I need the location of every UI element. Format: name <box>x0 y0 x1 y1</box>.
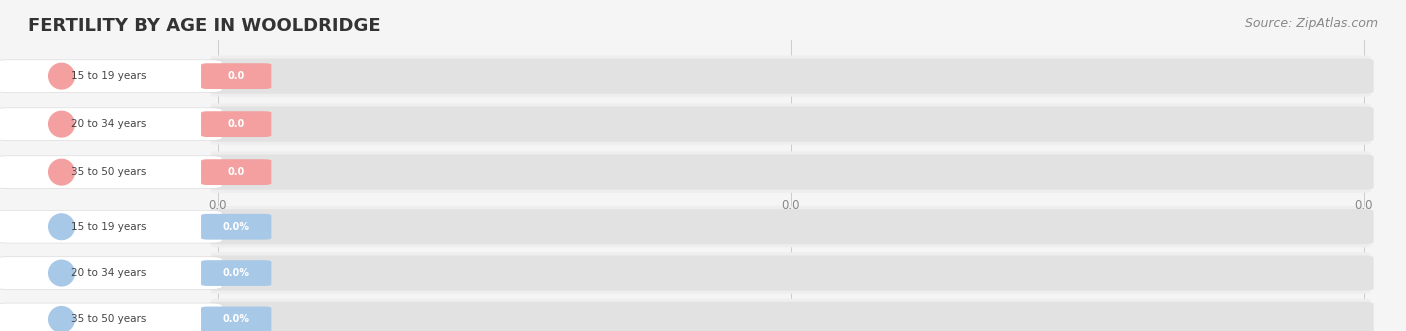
Ellipse shape <box>49 307 75 331</box>
Ellipse shape <box>49 63 75 89</box>
FancyBboxPatch shape <box>208 256 1374 291</box>
FancyBboxPatch shape <box>211 152 1371 193</box>
Text: 15 to 19 years: 15 to 19 years <box>72 222 146 232</box>
Ellipse shape <box>49 214 75 240</box>
FancyBboxPatch shape <box>208 302 1374 331</box>
Text: 0.0: 0.0 <box>208 199 228 212</box>
Ellipse shape <box>49 260 75 286</box>
Text: 15 to 19 years: 15 to 19 years <box>72 71 146 81</box>
Text: 0.0: 0.0 <box>782 199 800 212</box>
FancyBboxPatch shape <box>208 59 1374 94</box>
FancyBboxPatch shape <box>211 299 1371 331</box>
Ellipse shape <box>49 159 75 185</box>
Text: 20 to 34 years: 20 to 34 years <box>72 268 146 278</box>
Text: 0.0%: 0.0% <box>222 268 250 278</box>
FancyBboxPatch shape <box>201 159 271 185</box>
Text: 20 to 34 years: 20 to 34 years <box>72 119 146 129</box>
FancyBboxPatch shape <box>201 214 271 240</box>
FancyBboxPatch shape <box>0 156 222 188</box>
FancyBboxPatch shape <box>0 303 222 331</box>
FancyBboxPatch shape <box>0 60 222 92</box>
Text: 0.0%: 0.0% <box>222 314 250 324</box>
Text: 35 to 50 years: 35 to 50 years <box>72 167 146 177</box>
FancyBboxPatch shape <box>208 107 1374 142</box>
Text: FERTILITY BY AGE IN WOOLDRIDGE: FERTILITY BY AGE IN WOOLDRIDGE <box>28 17 381 34</box>
FancyBboxPatch shape <box>211 103 1371 145</box>
Text: 0.0: 0.0 <box>228 167 245 177</box>
FancyBboxPatch shape <box>201 63 271 89</box>
Text: Source: ZipAtlas.com: Source: ZipAtlas.com <box>1244 17 1378 29</box>
FancyBboxPatch shape <box>0 108 222 140</box>
FancyBboxPatch shape <box>201 307 271 331</box>
FancyBboxPatch shape <box>0 257 222 289</box>
Ellipse shape <box>49 111 75 137</box>
FancyBboxPatch shape <box>208 209 1374 244</box>
FancyBboxPatch shape <box>208 155 1374 190</box>
Text: 0.0: 0.0 <box>228 71 245 81</box>
FancyBboxPatch shape <box>201 111 271 137</box>
Text: 0.0%: 0.0% <box>222 222 250 232</box>
FancyBboxPatch shape <box>211 206 1371 248</box>
FancyBboxPatch shape <box>0 211 222 243</box>
FancyBboxPatch shape <box>201 260 271 286</box>
Text: 35 to 50 years: 35 to 50 years <box>72 314 146 324</box>
FancyBboxPatch shape <box>211 252 1371 294</box>
Text: 0.0: 0.0 <box>228 119 245 129</box>
Text: 0.0: 0.0 <box>1354 199 1374 212</box>
FancyBboxPatch shape <box>211 55 1371 97</box>
